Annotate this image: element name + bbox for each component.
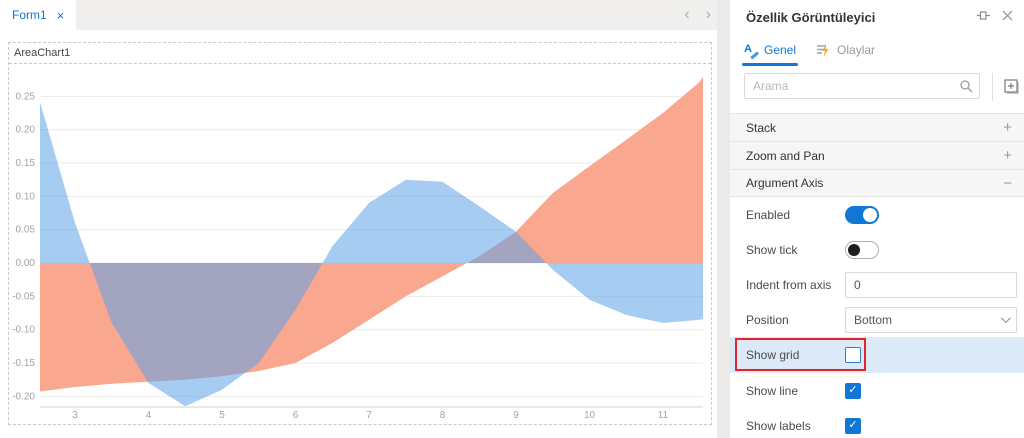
expand-icon[interactable]: + — [1003, 119, 1012, 136]
events-icon — [817, 43, 829, 57]
prop-row-indent-from-axis: Indent from axis — [730, 267, 1024, 302]
expand-all-icon[interactable] — [1003, 78, 1021, 96]
position-value: Bottom — [854, 312, 893, 327]
property-inspector: Özellik Görüntüleyici A Genel — [730, 0, 1024, 438]
position-select[interactable]: Bottom — [845, 306, 1017, 333]
section-list: Stack + Zoom and Pan + Argument Axis − — [730, 113, 1024, 197]
tab-close-icon[interactable]: × — [56, 7, 65, 23]
tab-genel-label: Genel — [764, 43, 797, 57]
tab-label: Form1 — [12, 8, 47, 22]
search-input[interactable] — [744, 73, 980, 99]
show-line-checkbox[interactable]: ✓ — [845, 382, 861, 399]
prop-row-show-line: Show line ✓ — [730, 373, 1024, 408]
document-tabbar: Form1 × ‹ › — [0, 0, 717, 30]
tab-genel[interactable]: A Genel — [741, 34, 799, 66]
inspector-header: Özellik Görüntüleyici — [730, 0, 1024, 34]
close-panel-icon[interactable] — [1001, 9, 1014, 22]
argument-axis-properties: Enabled Show tick Indent from axis Posit… — [730, 197, 1024, 438]
prop-row-enabled: Enabled — [730, 197, 1024, 232]
prop-row-show-labels: Show labels ✓ — [730, 408, 1024, 438]
indent-from-axis-input[interactable] — [845, 271, 1017, 298]
scroll-left-icon[interactable]: ‹ — [684, 6, 690, 23]
search-icon — [960, 80, 973, 93]
prop-row-show-grid: Show grid — [730, 337, 1024, 373]
widget-title: AreaChart1 — [9, 43, 711, 64]
tab-olaylar-label: Olaylar — [837, 43, 876, 57]
expand-icon[interactable]: + — [1003, 147, 1012, 164]
chevron-down-icon — [1000, 313, 1011, 324]
scroll-right-icon[interactable]: › — [705, 6, 711, 23]
vertical-divider — [992, 73, 993, 101]
tab-olaylar[interactable]: Olaylar — [816, 34, 875, 66]
inspector-tabs: A Genel Olaylar — [730, 34, 1024, 66]
tab-scroll-nav: ‹ › — [684, 0, 711, 30]
inspector-title: Özellik Görüntüleyici — [746, 10, 876, 25]
search-row — [730, 66, 1024, 106]
form-designer: Form1 × ‹ › AreaChart1 0.25 0.20 0.15 0.10 0… — [0, 0, 717, 425]
panel-divider — [717, 0, 730, 438]
prop-row-show-tick: Show tick — [730, 232, 1024, 267]
areachart-widget[interactable]: AreaChart1 — [8, 42, 712, 425]
collapse-icon[interactable]: − — [1003, 174, 1012, 192]
section-argument-axis[interactable]: Argument Axis − — [730, 169, 1024, 197]
section-zoom-and-pan[interactable]: Zoom and Pan + — [730, 141, 1024, 169]
pin-icon[interactable] — [976, 8, 991, 23]
show-tick-toggle[interactable] — [845, 240, 879, 259]
section-stack[interactable]: Stack + — [730, 113, 1024, 141]
tab-form1[interactable]: Form1 × — [0, 0, 77, 30]
prop-row-position: Position Bottom — [730, 302, 1024, 337]
show-labels-checkbox[interactable]: ✓ — [845, 417, 861, 434]
enabled-toggle[interactable] — [845, 205, 879, 224]
show-grid-checkbox[interactable] — [845, 347, 861, 363]
properties-icon: A — [744, 43, 759, 59]
